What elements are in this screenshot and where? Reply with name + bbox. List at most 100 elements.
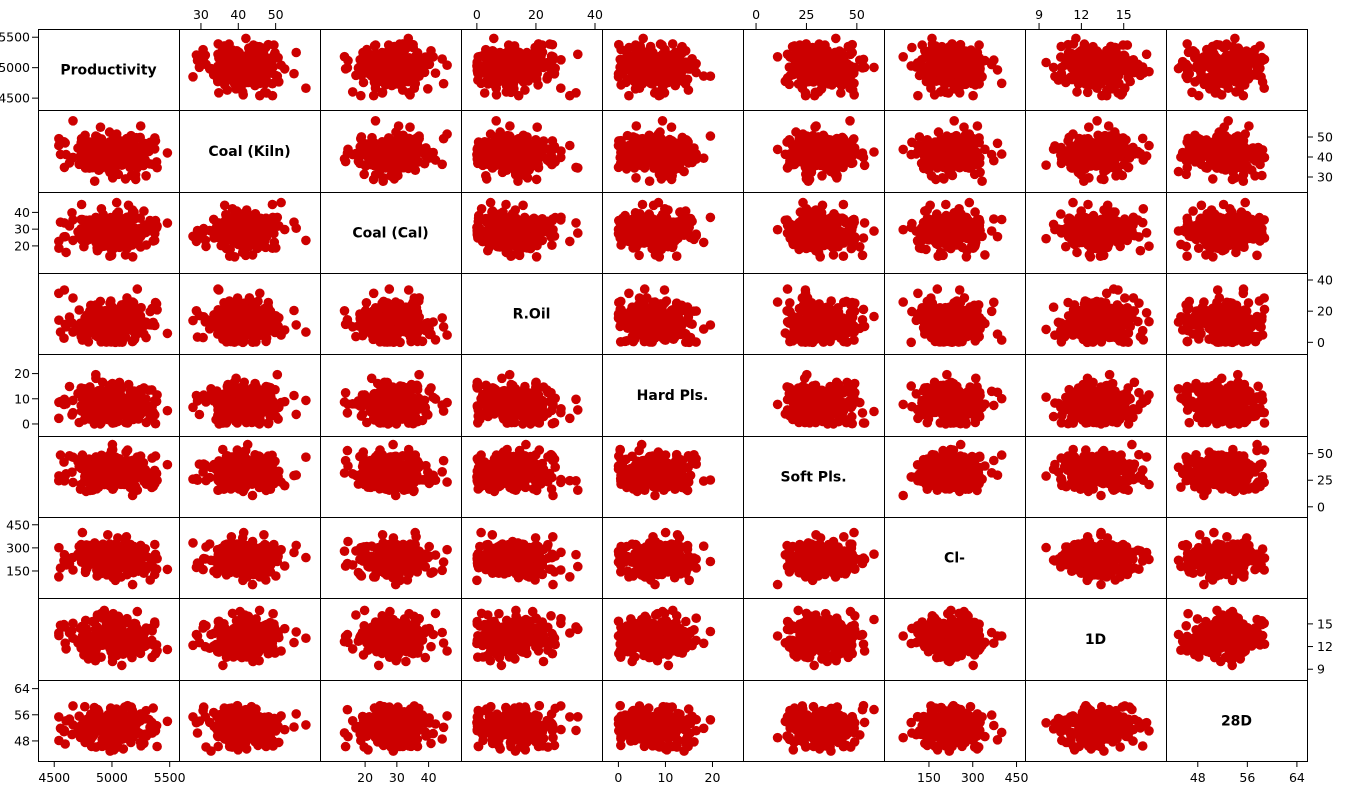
- data-point: [232, 217, 242, 227]
- data-point: [220, 76, 230, 86]
- data-point: [929, 139, 939, 149]
- data-point: [548, 216, 558, 226]
- data-point: [520, 171, 530, 181]
- point-group: [1174, 116, 1270, 186]
- data-point: [831, 34, 841, 44]
- data-point: [939, 154, 949, 164]
- data-point: [673, 155, 683, 165]
- data-point: [1064, 133, 1074, 143]
- data-point: [348, 87, 358, 97]
- data-point: [811, 121, 821, 131]
- data-point: [993, 65, 1003, 75]
- data-point: [198, 228, 208, 238]
- data-point: [136, 121, 146, 131]
- data-point: [486, 198, 496, 208]
- panel-coal-kiln-vs-coal-cal: [321, 111, 462, 193]
- data-point: [108, 173, 118, 183]
- data-point: [133, 228, 143, 238]
- data-point: [845, 116, 855, 126]
- data-point: [242, 63, 252, 73]
- data-point: [949, 79, 959, 89]
- data-point: [1249, 143, 1259, 153]
- data-point: [483, 70, 493, 80]
- data-point: [1083, 154, 1093, 164]
- data-point: [812, 48, 822, 58]
- data-point: [230, 231, 240, 241]
- data-point: [699, 153, 709, 163]
- data-point: [989, 156, 999, 166]
- data-point: [1200, 76, 1210, 86]
- data-point: [502, 165, 512, 175]
- data-point: [1057, 148, 1067, 158]
- data-point: [495, 127, 505, 137]
- data-point: [105, 127, 115, 137]
- point-group: [1041, 34, 1154, 101]
- data-point: [839, 76, 849, 86]
- data-point: [645, 63, 655, 73]
- data-point: [1074, 79, 1084, 89]
- data-point: [1200, 139, 1210, 149]
- panel-coal-kiln-vs-hard-pls: [603, 111, 744, 193]
- panel-productivity-vs-1d: [1026, 30, 1167, 111]
- panel-coal-cal-vs-coal-kiln: [180, 193, 321, 274]
- data-point: [411, 165, 421, 175]
- data-point: [61, 248, 71, 258]
- data-point: [1194, 91, 1204, 101]
- data-point: [922, 152, 932, 162]
- data-point: [922, 66, 932, 76]
- data-point: [1076, 148, 1086, 158]
- data-point: [834, 140, 844, 150]
- data-point: [931, 76, 941, 86]
- data-point: [839, 52, 849, 62]
- data-point: [800, 43, 810, 53]
- data-point: [393, 79, 403, 89]
- data-point: [907, 43, 917, 53]
- data-point: [913, 141, 923, 151]
- data-point: [359, 55, 369, 65]
- data-point: [1184, 48, 1194, 58]
- data-point: [547, 53, 557, 63]
- data-point: [145, 216, 155, 226]
- data-point: [231, 208, 241, 218]
- data-point: [82, 139, 92, 149]
- data-point: [997, 149, 1007, 159]
- data-point: [242, 223, 252, 233]
- data-point: [791, 127, 801, 137]
- data-point: [546, 232, 556, 242]
- data-point: [531, 235, 541, 245]
- data-point: [839, 155, 849, 165]
- panel-productivity-vs-soft-pls: [744, 30, 885, 111]
- point-group: [54, 116, 172, 186]
- data-point: [1238, 152, 1248, 162]
- data-point: [844, 64, 854, 74]
- data-point: [1208, 174, 1218, 184]
- data-point: [291, 48, 301, 58]
- data-point: [391, 127, 401, 137]
- data-point: [993, 139, 1003, 149]
- data-point: [1231, 133, 1241, 143]
- point-group: [188, 34, 311, 101]
- data-point: [502, 70, 512, 80]
- data-point: [1072, 87, 1082, 97]
- panel-coal-kiln-vs-28d: [1167, 111, 1308, 193]
- data-point: [1093, 155, 1103, 165]
- data-point: [800, 71, 810, 81]
- data-point: [1142, 50, 1152, 60]
- data-point: [107, 154, 117, 164]
- data-point: [141, 171, 151, 181]
- data-point: [1191, 63, 1201, 73]
- data-point: [678, 48, 688, 58]
- data-point: [135, 213, 145, 223]
- data-point: [367, 153, 377, 163]
- data-point: [1230, 173, 1240, 183]
- data-point: [538, 48, 548, 58]
- data-point: [1084, 48, 1094, 58]
- data-point: [1121, 135, 1131, 145]
- data-point: [82, 155, 92, 165]
- data-point: [241, 207, 251, 217]
- data-point: [301, 83, 311, 93]
- data-point: [491, 116, 501, 126]
- data-point: [1041, 160, 1051, 170]
- data-point: [340, 52, 350, 62]
- data-point: [814, 132, 824, 142]
